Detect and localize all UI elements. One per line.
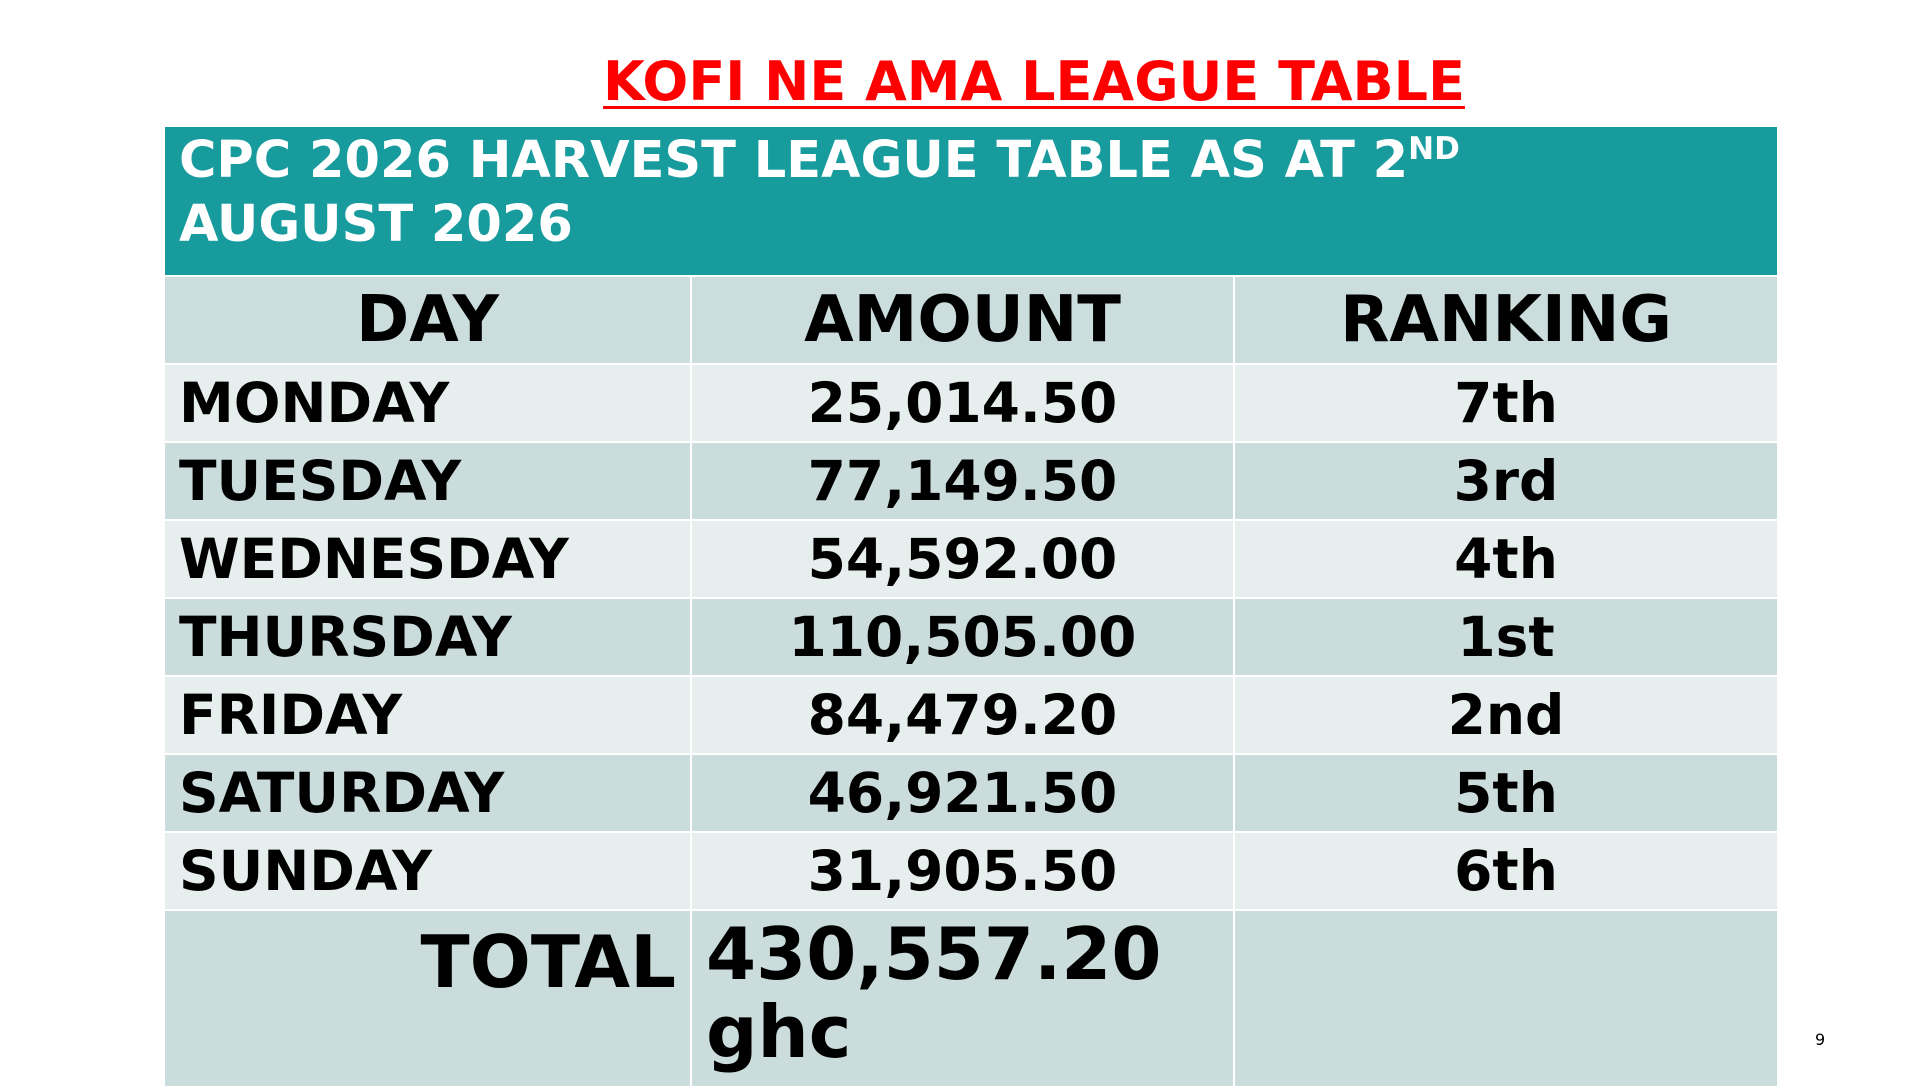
banner-text-after: AUGUST 2026	[179, 195, 573, 254]
banner-superscript: ND	[1408, 131, 1460, 167]
table-row: SUNDAY 31,905.50 6th	[163, 831, 1780, 911]
table-row: MONDAY 25,014.50 7th	[163, 363, 1780, 443]
table-cell: 46,921.50	[690, 753, 1235, 833]
league-table: CPC 2026 HARVEST LEAGUE TABLE AS AT 2ND A…	[162, 125, 1780, 1088]
table-cell: 54,592.00	[690, 519, 1235, 599]
header-row: DAY AMOUNT RANKING	[163, 275, 1780, 365]
banner-text: CPC 2026 HARVEST LEAGUE TABLE AS AT 2	[179, 131, 1409, 190]
table-cell: WEDNESDAY	[163, 519, 692, 599]
table-row: FRIDAY 84,479.20 2nd	[163, 675, 1780, 755]
table-cell: 6th	[1232, 831, 1780, 911]
banner-cell: CPC 2026 HARVEST LEAGUE TABLE AS AT 2ND A…	[162, 125, 1780, 277]
table-cell: SUNDAY	[163, 831, 692, 911]
table-cell: MONDAY	[163, 363, 692, 443]
table-cell: 2nd	[1232, 675, 1780, 755]
table-cell: THURSDAY	[163, 597, 692, 677]
table-cell: SATURDAY	[163, 753, 692, 833]
table-cell: 84,479.20	[690, 675, 1235, 755]
table-cell: TUESDAY	[163, 441, 692, 521]
table-cell: 25,014.50	[690, 363, 1235, 443]
table-row: THURSDAY 110,505.00 1st	[163, 597, 1780, 677]
total-amount: 430,557.20 ghc	[690, 909, 1235, 1088]
page-number: 9	[1815, 1030, 1826, 1049]
table-cell: 3rd	[1232, 441, 1780, 521]
table-cell: 4th	[1232, 519, 1780, 599]
column-header: RANKING	[1232, 275, 1780, 365]
table-cell: 77,149.50	[690, 441, 1235, 521]
total-label: TOTAL	[163, 909, 692, 1088]
table-cell: FRIDAY	[163, 675, 692, 755]
table-row: WEDNESDAY 54,592.00 4th	[163, 519, 1780, 599]
total-row: TOTAL 430,557.20 ghc	[163, 909, 1780, 1088]
column-header: AMOUNT	[690, 275, 1235, 365]
table-cell: 5th	[1232, 753, 1780, 833]
page-title: KOFI NE AMA LEAGUE TABLE	[603, 50, 1465, 113]
total-empty	[1232, 909, 1780, 1088]
column-header: DAY	[163, 275, 692, 365]
table-cell: 1st	[1232, 597, 1780, 677]
banner-row: CPC 2026 HARVEST LEAGUE TABLE AS AT 2ND A…	[162, 125, 1780, 277]
table-cell: 110,505.00	[690, 597, 1235, 677]
table-cell: 7th	[1232, 363, 1780, 443]
table-body: CPC 2026 HARVEST LEAGUE TABLE AS AT 2ND A…	[162, 125, 1780, 1088]
table-row: SATURDAY 46,921.50 5th	[163, 753, 1780, 833]
table-row: TUESDAY 77,149.50 3rd	[163, 441, 1780, 521]
table-cell: 31,905.50	[690, 831, 1235, 911]
